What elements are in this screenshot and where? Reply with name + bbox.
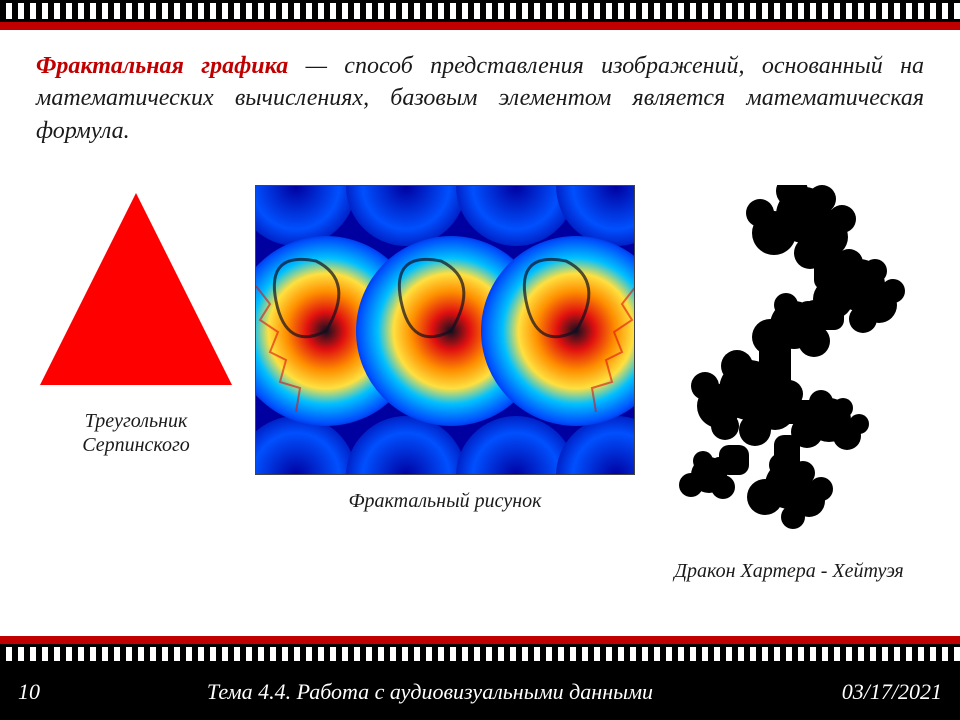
dragon-image [654,185,924,535]
bottom-stripe-border [0,644,960,664]
top-stripe-border [0,0,960,22]
fractal-caption: Фрактальный рисунок [348,489,541,513]
figure-sierpinski: Треугольник Серпинского [36,185,236,457]
sierpinski-caption-l2: Серпинского [82,434,190,456]
footer-bar: 10 Тема 4.4. Работа с аудиовизуальными д… [0,664,960,720]
top-red-bar [0,22,960,30]
sierpinski-image [36,185,236,395]
sierpinski-caption: Треугольник Серпинского [82,409,190,457]
definition-term: Фрактальная графика [36,53,288,79]
dragon-caption: Дракон Хартера - Хейтуэя [674,559,903,583]
figure-dragon: Дракон Хартера - Хейтуэя [654,185,924,583]
figures-row: Треугольник Серпинского [36,185,924,583]
definition-dash: — [288,53,344,79]
page-number: 10 [18,679,68,705]
figure-fractal: Фрактальный рисунок [255,185,635,513]
footer-topic: Тема 4.4. Работа с аудиовизуальными данн… [68,679,792,705]
fractal-image [255,185,635,475]
definition-paragraph: Фрактальная графика — способ представлен… [36,50,924,147]
footer-date: 03/17/2021 [792,679,942,705]
slide-content: Фрактальная графика — способ представлен… [0,30,960,583]
bottom-red-bar [0,636,960,644]
sierpinski-caption-l1: Треугольник [85,410,188,432]
